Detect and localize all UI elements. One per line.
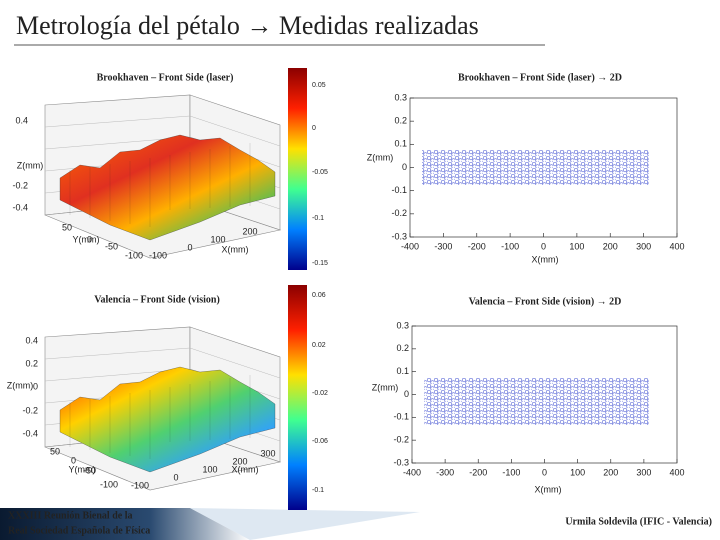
- x-tick-label: 200: [603, 241, 618, 251]
- x-tick-label: 400: [669, 467, 684, 477]
- z-tick-label: -0.4: [12, 202, 28, 212]
- panel-caption: Valencia – Front Side (vision) → 2D: [469, 296, 622, 307]
- z-axis-label: Z(mm): [17, 160, 44, 170]
- z-tick-label: -0.2: [12, 180, 28, 190]
- colorbar-tick-label: 0.05: [312, 82, 326, 89]
- y-tick-label: 0.1: [394, 139, 407, 149]
- colorbar-tick-label: -0.15: [312, 260, 328, 267]
- x-axis-label: X(mm): [535, 484, 562, 494]
- footer-band: [190, 508, 420, 540]
- y-tick-label: 0: [402, 162, 407, 172]
- x-tick-label: -100: [501, 241, 519, 251]
- point-cloud: [424, 378, 649, 425]
- x-axis-label: X(mm): [532, 254, 559, 264]
- x-tick-label: 200: [242, 226, 257, 236]
- x-tick-label: 0: [542, 467, 547, 477]
- y-tick-label: -100: [125, 250, 143, 260]
- colorbar-tick-label: 0: [312, 125, 316, 132]
- y-tick-label: 50: [62, 222, 72, 232]
- x-tick-label: -200: [469, 467, 487, 477]
- y-tick-label: 50: [50, 446, 60, 456]
- x-tick-label: 100: [569, 241, 584, 251]
- x-tick-label: 300: [636, 241, 651, 251]
- plot-grid: [189, 347, 281, 379]
- surface: [59, 366, 276, 473]
- footer-event: XXXIII Reunión Bienal de la: [8, 510, 132, 521]
- colorbar: [288, 285, 307, 510]
- y-tick-label: -0.3: [391, 231, 407, 241]
- plot-grid: [44, 115, 191, 128]
- x-tick-label: 400: [669, 241, 684, 251]
- colorbar-tick-label: 0.02: [312, 342, 326, 349]
- x-tick-label: -100: [149, 250, 167, 260]
- colorbar-tick-label: -0.1: [312, 215, 324, 222]
- slide-title: Metrología del pétalo → Medidas realizad…: [16, 11, 479, 40]
- y-tick-label: -100: [100, 479, 118, 489]
- x-tick-label: 300: [260, 448, 275, 458]
- x-tick-label: 0: [187, 242, 192, 252]
- x-tick-label: -300: [436, 467, 454, 477]
- z-tick-label: 0.4: [25, 335, 38, 345]
- footer-author: Urmila Soldevila (IFIC - Valencia): [565, 516, 712, 527]
- z-tick-label: -0.2: [22, 405, 38, 415]
- colorbar-tick-label: -0.1: [312, 487, 324, 494]
- x-tick-label: 100: [210, 234, 225, 244]
- y-tick-label: 0: [71, 455, 76, 465]
- y-tick-label: -50: [105, 241, 118, 251]
- x-tick-label: -200: [468, 241, 486, 251]
- y-tick-label: -0.2: [393, 435, 409, 445]
- z-tick-label: 0.2: [25, 358, 38, 368]
- y-tick-label: 0: [404, 389, 409, 399]
- footer-event: Real Sociedad Española de Física: [8, 525, 150, 536]
- x-tick-label: -100: [502, 467, 520, 477]
- y-tick-label: 0.3: [394, 92, 407, 102]
- surface: [59, 134, 276, 241]
- y-tick-label: 0.3: [396, 320, 409, 330]
- y-tick-label: 0.2: [394, 116, 407, 126]
- x-tick-label: -400: [403, 467, 421, 477]
- x-tick-label: 100: [570, 467, 585, 477]
- x-axis-label: X(mm): [222, 244, 249, 254]
- y-axis-label: Y(mm): [73, 234, 100, 244]
- y-tick-label: -0.2: [391, 208, 407, 218]
- y-tick-label: -0.1: [393, 412, 409, 422]
- x-tick-label: -400: [401, 241, 419, 251]
- x-tick-label: 300: [636, 467, 651, 477]
- y-axis-label: Z(mm): [372, 382, 399, 392]
- z-tick-label: -0.4: [22, 428, 38, 438]
- x-axis-label: X(mm): [232, 464, 259, 474]
- x-tick-label: 100: [202, 464, 217, 474]
- colorbar-tick-label: -0.06: [312, 438, 328, 445]
- x-tick-label: -100: [131, 480, 149, 490]
- panel-caption: Brookhaven – Front Side (laser) → 2D: [458, 72, 622, 83]
- y-tick-label: -0.1: [391, 185, 407, 195]
- point-cloud: [422, 150, 649, 185]
- colorbar: [288, 68, 307, 270]
- y-tick-label: 0.1: [396, 366, 409, 376]
- y-tick-label: -50: [83, 465, 96, 475]
- x-tick-label: 200: [603, 467, 618, 477]
- panel-caption: Valencia – Front Side (vision): [94, 294, 220, 305]
- x-tick-label: 0: [173, 472, 178, 482]
- y-axis-label: Y(mm): [69, 464, 96, 474]
- z-tick-label: 0.4: [15, 115, 28, 125]
- colorbar-tick-label: -0.05: [312, 169, 328, 176]
- plot-grid: [44, 347, 191, 360]
- footer-band: [0, 508, 250, 540]
- plot-grid: [189, 115, 281, 147]
- y-tick-label: -0.3: [393, 457, 409, 467]
- y-tick-label: 0: [87, 234, 92, 244]
- y-tick-label: 0.2: [396, 343, 409, 353]
- x-tick-label: -300: [434, 241, 452, 251]
- x-tick-label: 0: [541, 241, 546, 251]
- panel-caption: Brookhaven – Front Side (laser): [97, 72, 234, 83]
- y-axis-label: Z(mm): [367, 152, 394, 162]
- colorbar-tick-label: 0.06: [312, 292, 326, 299]
- x-tick-label: 200: [232, 456, 247, 466]
- colorbar-tick-label: -0.02: [312, 390, 328, 397]
- z-axis-label: Z(mm): [7, 380, 34, 390]
- z-tick-label: 0: [33, 381, 38, 391]
